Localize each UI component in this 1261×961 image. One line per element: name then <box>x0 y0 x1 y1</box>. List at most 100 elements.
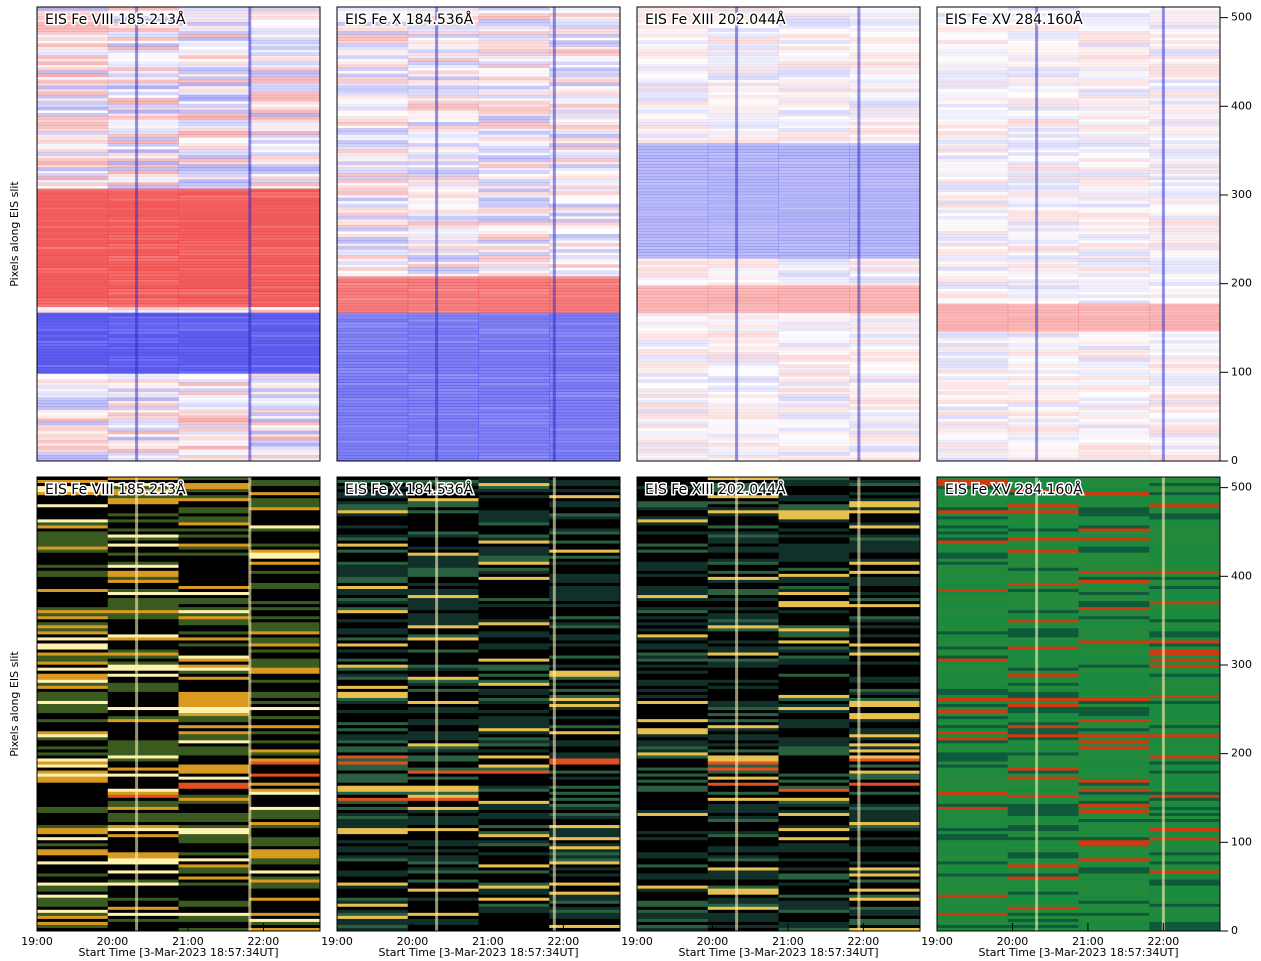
texture <box>479 819 550 823</box>
texture <box>408 282 479 286</box>
texture <box>708 768 779 772</box>
texture <box>108 367 179 371</box>
texture <box>708 295 779 299</box>
texture <box>179 207 250 211</box>
texture <box>637 852 708 856</box>
y-axis-label: Pixels along EIS slit <box>8 181 21 287</box>
texture <box>1079 919 1150 923</box>
texture <box>108 446 179 450</box>
texture <box>708 288 779 292</box>
texture <box>1079 659 1150 663</box>
texture <box>337 249 408 253</box>
texture <box>337 513 408 517</box>
texture <box>37 783 108 787</box>
texture <box>479 692 550 696</box>
texture <box>479 110 550 114</box>
image-panel <box>937 477 1221 932</box>
texture <box>708 831 779 835</box>
texture <box>549 640 620 644</box>
texture <box>1008 379 1079 383</box>
texture <box>549 134 620 138</box>
texture <box>337 307 408 311</box>
texture <box>337 650 408 654</box>
texture <box>37 358 108 362</box>
texture <box>708 104 779 108</box>
texture <box>408 240 479 244</box>
texture <box>779 313 850 317</box>
texture <box>337 828 408 832</box>
texture <box>408 628 479 632</box>
texture <box>408 789 479 793</box>
texture <box>337 431 408 435</box>
texture <box>549 382 620 386</box>
texture <box>549 434 620 438</box>
texture <box>1008 852 1079 856</box>
texture <box>37 565 108 569</box>
texture <box>1079 264 1150 268</box>
texture <box>779 276 850 280</box>
texture <box>1008 653 1079 657</box>
texture <box>937 731 1008 735</box>
texture <box>1008 574 1079 578</box>
y-tick-label: 500 <box>1231 481 1252 494</box>
texture <box>179 765 250 769</box>
texture <box>779 43 850 47</box>
texture <box>1008 86 1079 90</box>
texture <box>708 719 779 723</box>
texture <box>337 577 408 581</box>
texture <box>179 855 250 859</box>
texture <box>408 704 479 708</box>
texture <box>337 228 408 232</box>
texture <box>937 240 1008 244</box>
texture <box>479 183 550 187</box>
texture <box>1008 710 1079 714</box>
texture <box>337 434 408 438</box>
texture <box>937 683 1008 687</box>
texture <box>637 698 708 702</box>
texture <box>337 337 408 341</box>
texture <box>337 556 408 560</box>
texture <box>179 349 250 353</box>
texture <box>108 310 179 314</box>
texture <box>637 331 708 335</box>
texture <box>708 400 779 404</box>
texture <box>1149 195 1220 199</box>
texture <box>408 146 479 150</box>
texture <box>937 355 1008 359</box>
texture <box>1008 525 1079 529</box>
texture <box>937 740 1008 744</box>
texture <box>337 713 408 717</box>
texture <box>937 407 1008 411</box>
texture <box>1149 40 1220 44</box>
texture <box>1008 668 1079 672</box>
texture <box>779 762 850 766</box>
texture <box>249 768 320 772</box>
texture <box>479 922 550 926</box>
texture <box>779 295 850 299</box>
texture <box>549 104 620 108</box>
texture <box>249 340 320 344</box>
texture <box>937 768 1008 772</box>
texture <box>637 816 708 820</box>
texture <box>1008 601 1079 605</box>
texture <box>37 498 108 502</box>
texture <box>1008 922 1079 926</box>
texture <box>1149 495 1220 499</box>
texture <box>1079 198 1150 202</box>
texture <box>249 164 320 168</box>
texture <box>479 880 550 884</box>
texture <box>37 410 108 414</box>
texture <box>1149 583 1220 587</box>
texture <box>779 695 850 699</box>
texture <box>1079 186 1150 190</box>
texture <box>937 910 1008 914</box>
texture <box>637 207 708 211</box>
texture <box>108 541 179 545</box>
texture <box>479 604 550 608</box>
texture <box>479 519 550 523</box>
texture <box>337 119 408 123</box>
texture <box>479 910 550 914</box>
texture <box>779 201 850 205</box>
texture <box>108 683 179 687</box>
texture <box>408 568 479 572</box>
